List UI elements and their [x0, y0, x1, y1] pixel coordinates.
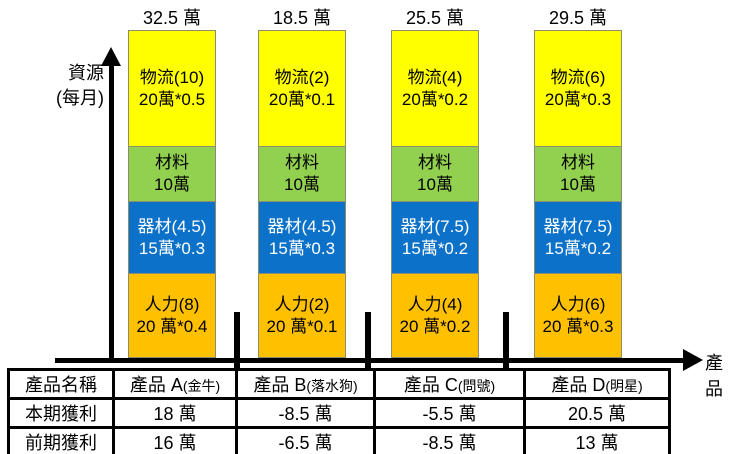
table-row-previous-profit: 前期獲利 16 萬 -6.5 萬 -8.5 萬 13 萬 [7, 426, 671, 454]
product-name: 產品 B [253, 375, 307, 395]
bar-segment-manpower: 人力(2) 20 萬*0.1 [258, 274, 346, 358]
bar-segment-materials: 材料 10萬 [534, 147, 622, 202]
bar-segment-logistics: 物流(2) 20萬*0.1 [258, 30, 346, 147]
segment-name-line: 器材(7.5) [543, 216, 613, 236]
profit-value-cell: -8.5 萬 [235, 397, 376, 429]
bar-segment-manpower: 人力(4) 20 萬*0.2 [391, 274, 479, 358]
segment-cost-line: 10萬 [560, 175, 596, 194]
segment-name-line: 器材(4.5) [137, 216, 207, 236]
profit-value-cell: 18 萬 [112, 397, 238, 429]
segment-name-line: 人力(4) [407, 294, 463, 314]
bar-column-b: 物流(2) 20萬*0.1 材料 10萬 器材(4.5) 15萬*0.3 人力(… [258, 30, 346, 358]
segment-cost-line: 10萬 [154, 175, 190, 194]
profit-table: 產品名稱 產品 A(金牛) 產品 B(落水狗) 產品 C(問號) 產品 D(明星… [7, 368, 671, 454]
bar-segment-equipment: 器材(4.5) 15萬*0.3 [258, 202, 346, 274]
segment-name-line: 材料 [418, 153, 452, 172]
segment-cost-line: 15萬*0.2 [544, 238, 612, 258]
segment-name-line: 物流(4) [407, 67, 463, 87]
segment-cost-line: 20 萬*0.2 [399, 316, 471, 336]
segment-cost-line: 20 萬*0.1 [266, 316, 338, 336]
y-axis-label: 資源 (每月) [18, 61, 104, 111]
x-axis-label: 產品 [705, 353, 723, 399]
bar-segment-logistics: 物流(10) 20萬*0.5 [128, 30, 216, 147]
row-header-cell: 前期獲利 [7, 426, 115, 454]
profit-value-cell: -6.5 萬 [235, 426, 376, 454]
bar-column-c: 物流(4) 20萬*0.2 材料 10萬 器材(7.5) 15萬*0.2 人力(… [391, 30, 479, 358]
segment-cost-line: 10萬 [284, 175, 320, 194]
profit-value-cell: 16 萬 [112, 426, 238, 454]
table-row-current-profit: 本期獲利 18 萬 -8.5 萬 -5.5 萬 20.5 萬 [7, 397, 671, 429]
product-name: 產品 D [551, 375, 606, 395]
x-axis-tick [234, 312, 240, 368]
profit-value-cell: -8.5 萬 [373, 426, 526, 454]
bar-total-label: 29.5 萬 [548, 8, 608, 28]
segment-name-line: 器材(4.5) [267, 216, 337, 236]
segment-cost-line: 20萬*0.2 [401, 89, 469, 109]
profit-value-cell: -5.5 萬 [373, 397, 526, 429]
bar-column-a: 物流(10) 20萬*0.5 材料 10萬 器材(4.5) 15萬*0.3 人力… [128, 30, 216, 358]
segment-cost-line: 20萬*0.3 [544, 89, 612, 109]
segment-name-line: 物流(6) [550, 67, 606, 87]
segment-cost-line: 20 萬*0.4 [136, 316, 208, 336]
product-tag: (明星) [605, 378, 643, 394]
segment-name-line: 材料 [561, 153, 595, 172]
product-name: 產品 C [403, 375, 458, 395]
segment-cost-line: 15萬*0.3 [268, 238, 336, 258]
bar-segment-equipment: 器材(7.5) 15萬*0.2 [534, 202, 622, 274]
product-name-cell: 產品 C(問號) [373, 368, 526, 400]
product-name-cell: 產品 B(落水狗) [235, 368, 376, 400]
segment-name-line: 人力(8) [144, 294, 200, 314]
segment-name-line: 材料 [285, 153, 319, 172]
bar-total-label: 25.5 萬 [405, 8, 465, 28]
segment-name-line: 人力(2) [274, 294, 330, 314]
product-tag: (問號) [457, 378, 496, 394]
y-axis-label-line1: 資源 [68, 63, 104, 83]
product-tag: (金牛) [182, 378, 221, 394]
segment-cost-line: 20萬*0.1 [268, 89, 336, 109]
y-axis-label-line2: (每月) [56, 88, 104, 108]
bar-segment-materials: 材料 10萬 [391, 147, 479, 202]
bar-column-d: 物流(6) 20萬*0.3 材料 10萬 器材(7.5) 15萬*0.2 人力(… [534, 30, 622, 358]
segment-cost-line: 15萬*0.3 [138, 238, 206, 258]
x-axis-tick [365, 312, 371, 368]
row-header-cell: 本期獲利 [7, 397, 115, 429]
product-tag: (落水狗) [306, 378, 358, 394]
table-row-product-names: 產品名稱 產品 A(金牛) 產品 B(落水狗) 產品 C(問號) 產品 D(明星… [7, 368, 671, 400]
segment-name-line: 物流(10) [139, 67, 205, 87]
row-header-cell: 產品名稱 [7, 368, 115, 400]
product-name-cell: 產品 A(金牛) [112, 368, 238, 400]
x-axis-line [55, 358, 684, 363]
profit-value-cell: 20.5 萬 [523, 397, 671, 429]
bar-segment-logistics: 物流(4) 20萬*0.2 [391, 30, 479, 147]
segment-cost-line: 20萬*0.5 [138, 89, 206, 109]
segment-name-line: 材料 [155, 153, 189, 172]
bar-total-label: 32.5 萬 [142, 8, 202, 28]
y-axis-line [109, 64, 114, 360]
bar-segment-equipment: 器材(7.5) 15萬*0.2 [391, 202, 479, 274]
bar-segment-manpower: 人力(6) 20 萬*0.3 [534, 274, 622, 358]
bar-segment-equipment: 器材(4.5) 15萬*0.3 [128, 202, 216, 274]
bar-segment-materials: 材料 10萬 [128, 147, 216, 202]
product-name-cell: 產品 D(明星) [523, 368, 671, 400]
segment-cost-line: 15萬*0.2 [401, 238, 469, 258]
segment-name-line: 器材(7.5) [400, 216, 470, 236]
segment-name-line: 人力(6) [550, 294, 606, 314]
profit-value-cell: 13 萬 [523, 426, 671, 454]
x-axis-arrow-icon [683, 349, 703, 371]
y-axis-arrow-icon [101, 47, 121, 66]
segment-cost-line: 20 萬*0.3 [542, 316, 614, 336]
product-name: 產品 A [129, 375, 183, 395]
x-axis-tick [503, 312, 509, 368]
bar-segment-materials: 材料 10萬 [258, 147, 346, 202]
bar-segment-logistics: 物流(6) 20萬*0.3 [534, 30, 622, 147]
segment-cost-line: 10萬 [417, 175, 453, 194]
bar-segment-manpower: 人力(8) 20 萬*0.4 [128, 274, 216, 358]
bar-total-label: 18.5 萬 [272, 8, 332, 28]
segment-name-line: 物流(2) [274, 67, 330, 87]
